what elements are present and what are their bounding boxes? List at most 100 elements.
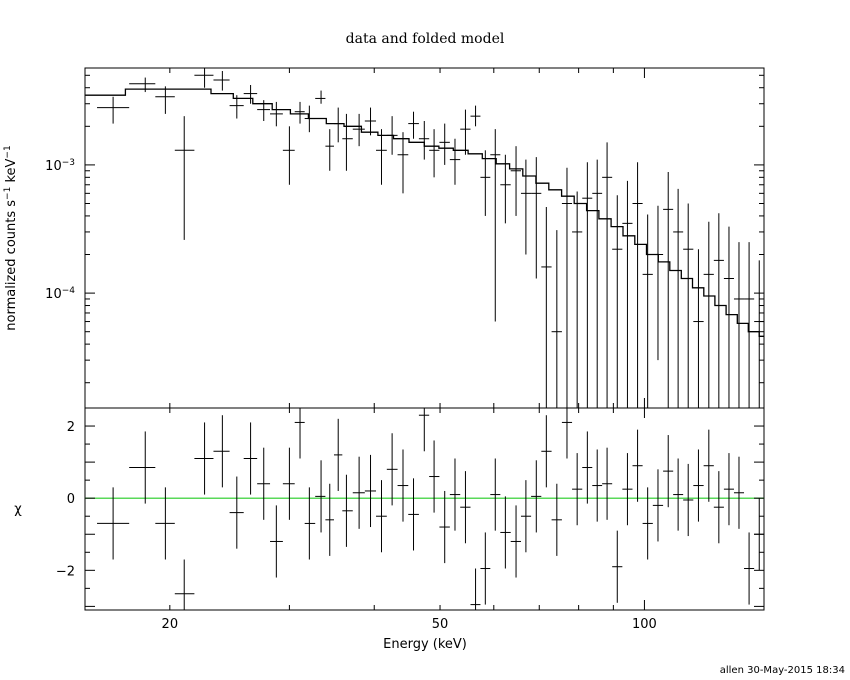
residual-point [480,532,491,605]
residual-point [243,422,258,495]
data-point [294,101,305,124]
residual-y-axis-label: χ [14,502,22,517]
residual-point [97,487,130,560]
y-tick-label: 2 [67,420,75,435]
data-point [449,138,461,185]
residual-point [572,453,583,526]
residual-point [282,447,295,520]
residual-point [733,456,745,529]
residual-point [315,460,326,533]
spectrum-panel: 10−3 10−4 normalized counts s−1 keV−1 [3,67,765,409]
residual-point [551,483,562,556]
data-point [325,129,334,171]
residual-point [510,505,521,578]
residual-point [155,487,175,560]
footer-stamp: allen 30-May-2015 18:34 [720,665,845,676]
residual-point [602,447,613,520]
residual-point [673,458,684,531]
data-point [632,162,643,408]
y-tick-label: 10−3 [45,158,75,174]
chart-title: data and folded model [346,31,505,47]
y-tick-label: 10−4 [45,286,75,302]
residual-point [376,480,387,553]
data-point [408,111,419,139]
data-point [270,101,283,127]
data-point [460,109,471,155]
residual-ticks [85,407,764,610]
data-point [612,195,623,408]
data-point [642,214,653,408]
data-point [470,105,481,127]
residual-point [500,496,511,569]
data-point [364,107,377,136]
data-point [663,172,674,408]
residual-point [582,431,593,504]
data-point [376,129,387,185]
data-point [174,116,195,240]
residual-point [612,530,623,603]
residual-point [683,463,694,537]
data-point [282,126,295,185]
spectrum-panel-frame [84,67,765,409]
data-point [429,129,440,178]
x-axis-label: Energy (keV) [383,637,467,652]
x-tick-label: 100 [632,617,657,632]
data-point [490,129,501,322]
data-point [229,95,244,119]
residual-y-tick-labels: 2 0 −2 [56,420,75,579]
y-tick-label: 0 [67,492,75,507]
residual-point [270,505,283,578]
data-point [480,150,491,216]
residual-point [531,460,542,533]
residual-point [213,415,230,488]
spectrum-data-points [97,68,764,408]
residual-point [541,415,552,488]
data-point [418,121,430,160]
residual-point [439,490,450,564]
data-point [397,132,409,194]
data-point [243,85,258,104]
residual-point [652,469,664,542]
residual-point [754,498,764,571]
data-point [733,242,745,408]
data-point [622,180,633,408]
residual-point [703,429,714,502]
data-point [155,86,175,114]
data-point [551,230,562,408]
residual-point [449,458,461,531]
y-tick-label: −2 [56,564,75,579]
folded-model-line [85,88,764,337]
residual-point [325,483,334,556]
residual-point [460,471,471,544]
data-point [510,146,521,216]
data-point [652,205,664,361]
residual-point [490,458,501,531]
y-axis-label: normalized counts s−1 keV−1 [3,145,19,330]
residual-point [257,447,271,520]
data-point [572,191,583,408]
data-point [744,242,755,408]
residual-point [744,532,755,605]
residual-point [713,471,724,544]
data-point [333,107,343,143]
residual-point [129,431,156,504]
x-tick-labels: 20 50 100 [162,617,657,632]
residual-point [408,478,419,551]
data-point [500,154,511,224]
spectrum-y-tick-labels: 10−3 10−4 [45,158,75,302]
residual-point [397,449,409,522]
spectrum-ticks [85,68,764,408]
x-tick-label: 20 [162,617,179,632]
data-point [194,68,214,88]
residual-point [304,487,316,560]
data-point [561,167,573,408]
residual-point [561,408,573,459]
residual-point [342,474,353,547]
residual-point [429,440,440,513]
data-point [213,71,230,91]
data-point [683,203,694,408]
residual-point [632,429,643,502]
residual-point [229,476,244,549]
data-point [541,206,552,408]
